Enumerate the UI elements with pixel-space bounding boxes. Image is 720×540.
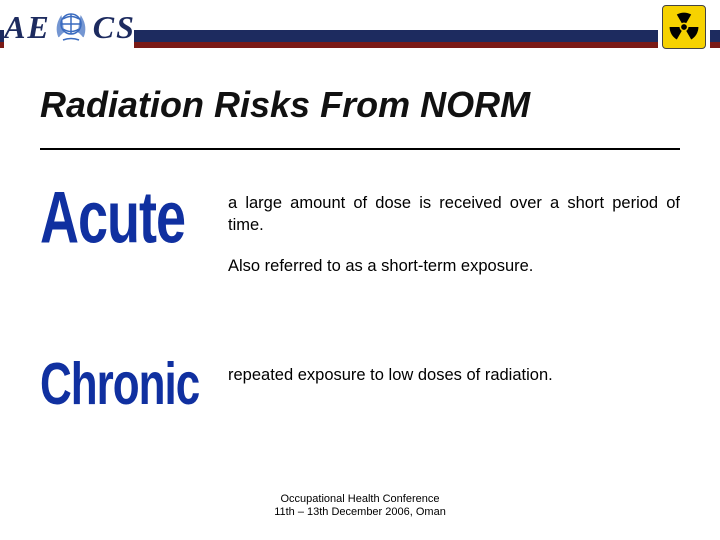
logo-letter-c: C (93, 11, 114, 43)
acute-description: a large amount of dose is received over … (228, 186, 680, 277)
slide-title-wrap: Radiation Risks From NORM (40, 86, 600, 124)
section-acute: Acute a large amount of dose is received… (40, 186, 680, 277)
title-underline (40, 148, 680, 150)
logo-letter-a: A (4, 11, 25, 43)
slide-title: Radiation Risks From NORM (40, 86, 600, 124)
logo-letter-e: E (27, 11, 48, 43)
wordart-chronic: Chronic (40, 358, 210, 411)
section-chronic: Chronic repeated exposure to low doses o… (40, 358, 680, 398)
acute-desc-line-2: Also referred to as a short-term exposur… (228, 255, 680, 277)
logo-letter-s: S (116, 11, 134, 43)
footer-line-1: Occupational Health Conference (0, 493, 720, 507)
chronic-desc-line-1: repeated exposure to low doses of radiat… (228, 364, 680, 386)
acute-desc-line-1: a large amount of dose is received over … (228, 192, 680, 237)
chronic-description: repeated exposure to low doses of radiat… (228, 358, 680, 386)
radiation-hazard-icon (658, 2, 710, 52)
footer-line-2: 11th – 13th December 2006, Oman (0, 506, 720, 520)
wordart-acute: Acute (40, 186, 210, 252)
logo-aecs: A E C S (4, 2, 134, 52)
laurel-icon (51, 7, 91, 47)
slide-footer: Occupational Health Conference 11th – 13… (0, 493, 720, 521)
